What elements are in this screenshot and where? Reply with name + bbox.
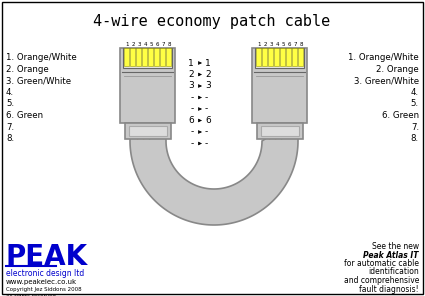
Bar	[257, 123, 303, 139]
Text: 1: 1	[125, 42, 129, 47]
Bar	[136, 48, 142, 66]
Text: -: -	[205, 128, 208, 136]
Text: 4-wire economy patch cable: 4-wire economy patch cable	[94, 14, 331, 29]
Text: -: -	[191, 139, 194, 148]
Bar	[298, 48, 303, 66]
Text: 3: 3	[269, 42, 273, 47]
Text: See the new: See the new	[372, 242, 419, 251]
Text: 1: 1	[205, 59, 211, 67]
Text: PEAK: PEAK	[6, 243, 88, 271]
Text: 2. Orange: 2. Orange	[6, 65, 49, 74]
Text: 2: 2	[205, 70, 211, 79]
Text: 8.: 8.	[411, 134, 419, 143]
Text: 8: 8	[167, 42, 171, 47]
Polygon shape	[130, 118, 298, 225]
Text: 3: 3	[205, 81, 211, 91]
Text: -: -	[191, 104, 194, 113]
Bar	[280, 48, 286, 66]
Text: 1. Orange/White: 1. Orange/White	[6, 54, 77, 62]
Text: 7.: 7.	[6, 123, 14, 131]
Text: -: -	[191, 128, 194, 136]
Text: 5: 5	[149, 42, 153, 47]
Bar	[161, 48, 165, 66]
Text: 6. Green: 6. Green	[6, 111, 43, 120]
Text: -: -	[205, 93, 208, 102]
Text: 7: 7	[293, 42, 297, 47]
Text: 2. Orange: 2. Orange	[376, 65, 419, 74]
Bar	[121, 48, 176, 123]
Text: electronic design ltd: electronic design ltd	[6, 269, 84, 278]
Bar	[125, 48, 130, 66]
Text: 3: 3	[137, 42, 141, 47]
Text: 8: 8	[299, 42, 303, 47]
Bar	[124, 48, 173, 68]
Text: -: -	[191, 93, 194, 102]
Bar	[263, 48, 267, 66]
Bar	[257, 48, 261, 66]
Text: 6. Green: 6. Green	[382, 111, 419, 120]
Text: 5.: 5.	[6, 99, 14, 109]
Text: -: -	[205, 104, 208, 113]
Text: 2: 2	[188, 70, 194, 79]
Text: 2: 2	[263, 42, 267, 47]
Text: fault diagnosis!: fault diagnosis!	[360, 284, 419, 294]
Text: 1. Orange/White: 1. Orange/White	[348, 54, 419, 62]
Text: all rights reserved: all rights reserved	[6, 294, 56, 296]
Text: 4.: 4.	[6, 88, 14, 97]
Bar	[129, 126, 167, 136]
Text: identification: identification	[368, 268, 419, 276]
Text: 5.: 5.	[411, 99, 419, 109]
Text: 6: 6	[287, 42, 291, 47]
Text: and comprehensive: and comprehensive	[344, 276, 419, 285]
Text: 4: 4	[143, 42, 147, 47]
Text: 7: 7	[161, 42, 165, 47]
Text: 8.: 8.	[6, 134, 14, 143]
Text: 3. Green/White: 3. Green/White	[354, 76, 419, 86]
Text: 5: 5	[281, 42, 285, 47]
Text: for automatic cable: for automatic cable	[344, 259, 419, 268]
Bar	[261, 126, 299, 136]
Text: 7.: 7.	[411, 123, 419, 131]
Text: 1: 1	[257, 42, 261, 47]
Bar	[130, 48, 136, 66]
Bar	[148, 48, 153, 66]
Bar	[255, 48, 304, 68]
Text: -: -	[205, 139, 208, 148]
Bar	[155, 48, 159, 66]
Text: 3: 3	[188, 81, 194, 91]
Bar	[252, 48, 308, 123]
Text: 6: 6	[188, 116, 194, 125]
Text: 6: 6	[155, 42, 159, 47]
Text: Copyright Jez Siddons 2008: Copyright Jez Siddons 2008	[6, 287, 82, 292]
Bar	[286, 48, 292, 66]
Bar	[142, 48, 147, 66]
Text: 6: 6	[205, 116, 211, 125]
Text: 2: 2	[131, 42, 135, 47]
Bar	[269, 48, 274, 66]
Text: Peak Atlas IT: Peak Atlas IT	[363, 250, 419, 260]
Text: 1: 1	[188, 59, 194, 67]
Bar	[275, 48, 280, 66]
Bar	[125, 123, 171, 139]
Text: 3. Green/White: 3. Green/White	[6, 76, 71, 86]
Bar	[292, 48, 298, 66]
Text: 4: 4	[275, 42, 279, 47]
Text: www.peakelec.co.uk: www.peakelec.co.uk	[6, 279, 77, 285]
Bar	[167, 48, 172, 66]
Text: 4.: 4.	[411, 88, 419, 97]
